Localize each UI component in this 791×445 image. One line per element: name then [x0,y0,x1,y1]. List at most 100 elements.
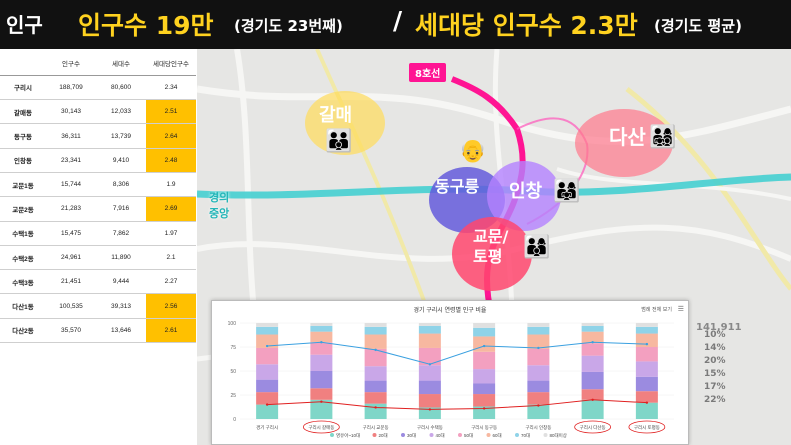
table-row: 인창동 23,341 9,410 2.48 [0,148,196,173]
side-percent: 10% [704,330,726,340]
side-total-value: 141,911 [696,322,742,333]
table-cell: 100,535 [46,293,96,319]
bar-segment [635,323,658,327]
table-cell: 구리시 [0,75,46,101]
table-row: 다산2동 35,570 13,646 2.61 [0,318,196,344]
table-cell: 188,709 [46,75,96,101]
bar-segment [473,351,496,370]
legend-label: 80대이상 [550,432,567,439]
bar-segment [310,323,333,326]
table-cell: 다산2동 [0,318,46,344]
chart-svg: 0 25 50 75 100 경기 구리시 구리시 갈매동 구리시 교문동 구리시 수택동 구리시… [228,321,674,439]
bar-segment [635,402,658,419]
bar-segment [418,394,441,408]
header-divider: / [393,6,403,35]
side-percent: 22% [704,395,726,405]
line8-label: 8호선 [409,63,447,82]
legend-toggle-button[interactable]: 범례 전체 보기 [641,307,672,313]
bar-segment [364,403,387,419]
table-cell: 2.48 [146,148,196,173]
y-tick-label: 25 [230,393,236,399]
table-cell: 2.1 [146,245,196,271]
bar-segment [364,380,387,393]
table-row: 수택3동 21,451 9,444 2.27 [0,269,196,295]
area-label-gyomun: 교문/ 토평 [473,227,509,266]
bar-segment [256,334,279,348]
series-point [320,400,323,403]
table-cell: 수택1동 [0,221,46,246]
table-cell: 2.27 [146,269,196,295]
per-household-headline: 세대당 인구수 2.3만 [415,11,638,40]
bar-segment [581,331,604,344]
y-tick-label: 50 [230,369,236,375]
table-cell: 11,890 [96,245,146,271]
legend-swatch [543,433,548,437]
bar-segment [581,371,604,390]
table-cell: 9,410 [96,148,146,173]
bar-segment [635,326,658,334]
legend-swatch [372,433,377,437]
legend-label: 20대 [379,432,388,439]
legend-label: 50대 [464,432,473,439]
bar-segment [527,392,550,405]
bar-segment [635,391,658,403]
table-cell: 교문1동 [0,172,46,198]
table-cell: 교문2동 [0,196,46,222]
bar-segment [581,389,604,400]
legend-label: 영유아~10대 [336,432,360,439]
series-point [374,348,377,352]
table-row: 구리시 188,709 80,600 2.34 [0,75,196,101]
series-point [428,408,432,411]
series-point [537,346,540,350]
table-row: 동구동 36,311 13,739 2.64 [0,123,196,149]
bar-segment [527,326,550,335]
table-cell: 수택2동 [0,245,46,271]
bar-segment [310,325,333,332]
table-row: 수택2동 24,961 11,890 2.1 [0,245,196,271]
bar-segment [581,323,604,326]
population-rank: (경기도 23번째) [234,17,343,35]
table-cell: 2.64 [146,123,196,149]
series-point [591,398,594,401]
table-cell: 15,744 [46,172,96,198]
series-point [374,406,377,409]
table-cell: 39,313 [96,293,146,319]
table-cell: 13,739 [96,123,146,149]
area-label-dasan: 다산 [609,125,646,149]
area-label-dongguneung: 동구릉 [435,177,480,196]
table-header-row: 인구수 세대수 세대당인구수 [0,51,196,76]
table-cell: 다산1동 [0,293,46,319]
bar-segment [256,326,279,335]
bar-segment [473,336,496,352]
legend-swatch [515,433,519,437]
bar-segment [256,379,279,393]
table-cell: 7,862 [96,221,146,246]
x-tick-label: 구리시 다산동 [580,424,606,431]
y-tick-label: 0 [233,417,236,423]
table-cell: 2.34 [146,75,196,101]
family-icon: 👨‍👩‍👦 [523,235,551,260]
table-row: 다산1동 100,535 39,313 2.56 [0,293,196,319]
table-cell: 2.51 [146,99,196,125]
bar-segment [473,394,496,407]
bar-segment [527,323,550,327]
table-cell: 수택3동 [0,269,46,295]
table-cell: 15,475 [46,221,96,246]
table-cell: 2.61 [146,318,196,344]
highlight-circle [574,420,612,434]
menu-icon[interactable]: ☰ [677,305,684,313]
bar-segment [635,361,658,377]
bar-segment [418,325,441,334]
bar-segment [364,392,387,404]
bar-segment [310,388,333,400]
bar-segment [310,342,333,355]
bar-segment [527,365,550,381]
age-ratio-chart-panel: 경기 구리시 연령별 인구 비율 범례 전체 보기 ☰ 0 25 50 75 100 경기… [211,300,689,445]
x-tick-label: 구리시 갈매동 [308,424,334,431]
table-cell: 35,570 [46,318,96,344]
table-header-cell: 인구수 [46,51,96,76]
side-percent: 17% [704,382,726,392]
highlight-circle [628,420,666,434]
area-label-inchang: 인창 [509,181,543,202]
